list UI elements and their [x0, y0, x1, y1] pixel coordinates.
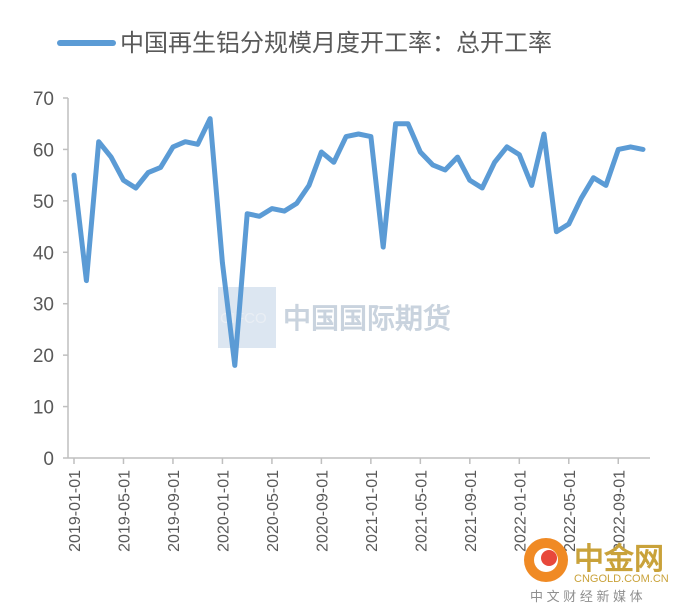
y-tick-label: 60	[33, 140, 54, 161]
cngold-logo: 中金网 CNGOLD.COM.CN 中 文 财 经 新 媒 体	[524, 538, 669, 604]
logo-main-text: 中金网	[574, 542, 664, 576]
y-tick-label: 30	[33, 295, 54, 316]
x-tick-label: 2021-05-01	[413, 470, 430, 552]
y-tick-label: 70	[33, 89, 54, 110]
x-tick-label: 2019-01-01	[67, 470, 84, 552]
y-tick-label: 40	[33, 243, 54, 264]
y-tick-label: 50	[33, 192, 54, 213]
watermark-text: 中国国际期货	[283, 302, 451, 334]
x-ticks: 2019-01-01 2019-05-01 2019-09-01 2020-01-01…	[67, 458, 628, 552]
y-tick-label: 0	[43, 449, 54, 470]
series-layer	[71, 116, 646, 368]
x-tick-label: 2020-09-01	[314, 470, 331, 552]
x-tick-label: 2021-01-01	[364, 470, 381, 552]
logo-tagline-text: 中 文 财 经 新 媒 体	[530, 589, 643, 604]
x-tick-label: 2022-01-01	[512, 470, 529, 552]
x-tick-label: 2019-09-01	[166, 470, 183, 552]
legend: 中国再生铝分规模月度开工率：总开工率	[57, 30, 552, 57]
series-line	[71, 116, 646, 368]
y-tick-label: 10	[33, 398, 54, 419]
x-tick-label: 2020-05-01	[265, 470, 282, 552]
x-tick-label: 2019-05-01	[116, 470, 133, 552]
x-tick-label: 2020-01-01	[215, 470, 232, 552]
x-tick-label: 2021-09-01	[463, 470, 480, 552]
y-tick-label: 20	[33, 346, 54, 367]
logo-core-icon	[541, 550, 557, 566]
watermark: CIFCO 中国国际期货	[218, 287, 451, 348]
x-tick-label: 2022-05-01	[562, 470, 579, 552]
y-ticks: 0 10 20 30 40 50 60 70	[33, 89, 68, 470]
legend-label: 中国再生铝分规模月度开工率：总开工率	[120, 30, 552, 57]
x-tick-label: 2022-09-01	[611, 470, 628, 552]
logo-domain-text: CNGOLD.COM.CN	[574, 573, 669, 585]
